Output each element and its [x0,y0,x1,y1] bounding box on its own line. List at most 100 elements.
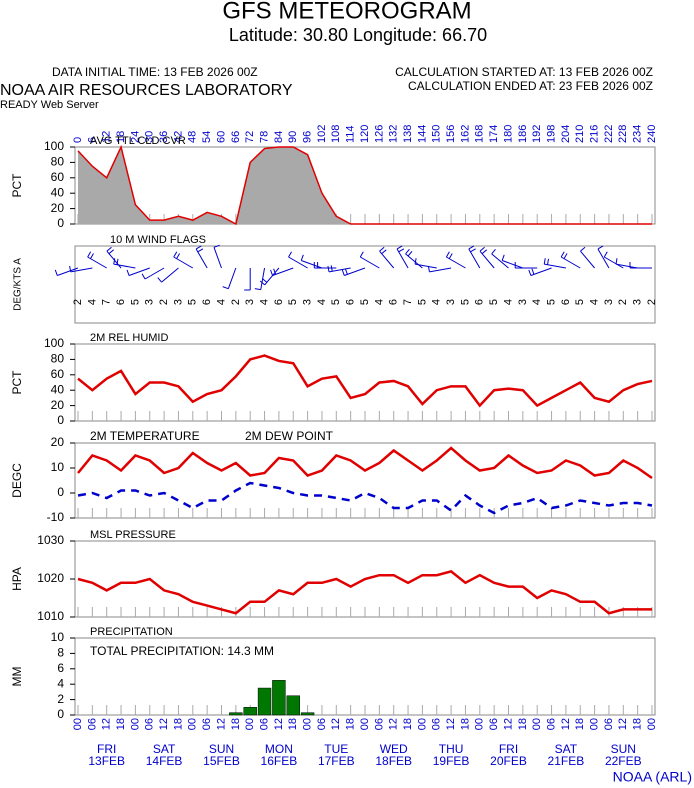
top-hour-label: 228 [617,125,629,143]
wind-barb [359,251,380,269]
barb-stroke [580,250,595,269]
bottom-hour-label: 12 [388,718,400,730]
barb-stroke [414,263,437,269]
top-hour-label: 12 [101,131,113,143]
wind-barb [259,267,280,286]
barb-stroke [70,267,93,273]
day-date: 17FEB [318,754,355,768]
top-hour-label: 126 [373,125,385,143]
wind-speed-label: 5 [330,299,342,305]
barb-stroke [597,245,604,250]
init-time: DATA INITIAL TIME: 13 FEB 2026 00Z [52,65,258,79]
precip-bar [257,687,272,716]
barb-stroke [327,265,330,272]
day-name: THU [439,742,464,756]
barb-stroke [222,286,229,290]
wind-barb [379,246,395,269]
top-hour-label: 120 [359,125,371,143]
barb-stroke [491,248,496,255]
barb-stroke [144,267,165,280]
day-name: SUN [611,742,636,756]
y-tick-label: 100 [44,336,64,350]
barb-stroke [546,258,550,265]
wind-barb [244,268,251,291]
bottom-hour-label: 18 [172,718,184,730]
barb-stroke [288,251,292,258]
barb-stroke [491,253,509,269]
wind-barb [69,265,93,273]
day-name: TUE [324,742,348,756]
barb-stroke [330,265,333,272]
wind-speed-label: 5 [459,299,471,305]
bottom-hour-label: 12 [560,718,572,730]
top-hour-label: 18 [115,131,127,143]
bottom-hour-label: 18 [345,718,357,730]
bottom-hour-label: 18 [402,718,414,730]
top-hour-label: 156 [445,125,457,143]
wind-barb [173,251,194,269]
day-name: FRI [97,742,116,756]
series-line [77,570,652,615]
barb-stroke [273,268,277,275]
panel-frame [74,146,656,225]
series-line [77,354,653,408]
top-hour-label: 90 [287,131,299,143]
top-hour-label: 84 [273,131,285,143]
y-tick-label: 6 [57,661,64,675]
bottom-hour-label: 00 [129,718,141,730]
server: READY Web Server [0,99,99,111]
bottom-hour-label: 12 [215,718,227,730]
barb-stroke [113,258,116,265]
wind-speed-label: 6 [115,299,127,305]
wind-speed-label: 6 [201,299,213,305]
barb-stroke [227,267,237,289]
barb-stroke [270,269,274,276]
bottom-hour-label: 06 [488,718,500,730]
top-hour-label: 144 [416,125,428,143]
y-tick-label: 10 [51,460,65,474]
wind-speed-label: 3 [144,299,156,305]
day-date: 21FEB [548,754,585,768]
wind-barb [87,251,107,269]
panel-frame [74,245,656,324]
barb-stroke [501,254,505,261]
panel-title: 10 M WIND FLAGS [110,234,206,246]
barb-stroke [344,268,348,275]
barb-stroke [560,251,565,258]
wind-speed-label: 3 [517,299,529,305]
y-tick-label: 80 [51,352,65,366]
wind-speed-label: 2 [617,299,629,305]
top-hour-label: 168 [474,125,486,143]
wind-barb [341,267,366,276]
wind-speed-label: 2 [230,299,242,305]
barb-stroke [405,253,423,269]
wind-barb [54,267,79,276]
wind-speed-label: 2 [158,299,170,305]
day-name: SAT [153,742,176,756]
barb-stroke [57,267,79,276]
wind-speed-label: 5 [416,299,428,305]
barb-stroke [90,253,94,259]
barb-stroke [261,278,268,283]
top-hour-label: 72 [244,131,256,143]
barb-stroke [543,258,546,265]
barb-stroke [603,251,608,258]
wind-barb [222,267,237,290]
wind-speed-label: 4 [86,299,98,305]
wind-barb [501,254,524,269]
y-tick-label: 1030 [37,533,64,547]
wind-barb [603,251,624,269]
wind-barb [313,262,337,269]
wind-barb [491,248,509,269]
barb-stroke [502,260,524,269]
wind-speed-label: 4 [215,299,227,305]
barb-stroke [360,256,380,269]
wind-barb [580,246,595,269]
day-date: 15FEB [203,754,240,768]
bottom-hour-label: 06 [144,718,156,730]
top-hour-label: 192 [531,125,543,143]
top-hour-label: 162 [459,125,471,143]
y-tick-label: 2 [57,692,64,706]
barb-stroke [381,249,387,255]
wind-barb [514,262,538,269]
